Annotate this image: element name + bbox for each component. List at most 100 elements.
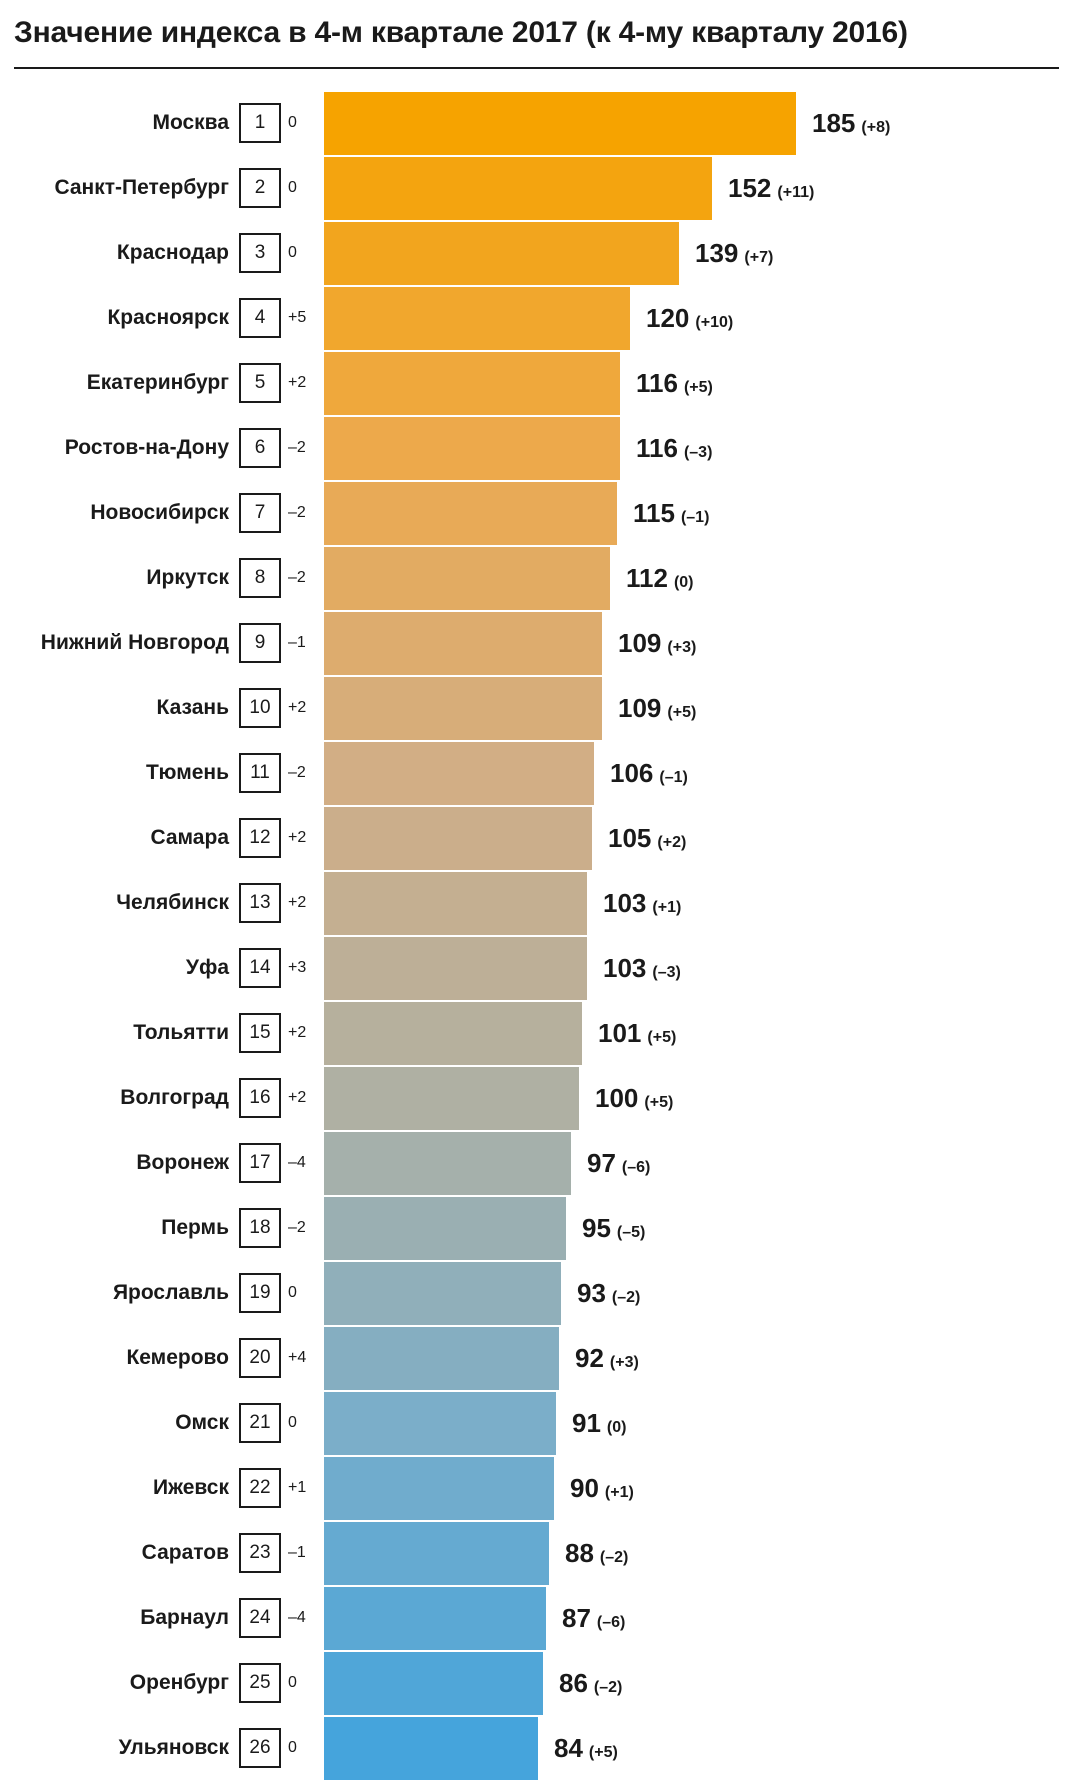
bar: [324, 1066, 579, 1130]
rank-change: +2: [288, 699, 307, 716]
bar: [324, 1586, 546, 1650]
city-label: Москва: [152, 111, 229, 134]
value-label: 103 (–3): [603, 953, 681, 984]
value: 109: [618, 692, 662, 723]
bar: [324, 611, 602, 675]
rank-change: +4: [288, 1349, 307, 1366]
chart-row: Нижний Новгород 9 –1 109 (+3): [14, 611, 1059, 676]
rank-box: 10: [239, 688, 281, 728]
bar-chart: Москва 1 0 185 (+8) Санкт-Петербург 2 0 …: [14, 91, 1059, 1781]
value-label: 100 (+5): [595, 1083, 673, 1114]
rank-box: 12: [239, 818, 281, 858]
bar: [324, 1001, 582, 1065]
city-label: Тольятти: [133, 1021, 229, 1044]
rank-box: 19: [239, 1273, 281, 1313]
rank-number: 4: [254, 307, 266, 328]
value-change: (–5): [616, 1223, 646, 1241]
bar: [324, 156, 712, 220]
chart-row: Омск 21 0 91 (0): [14, 1391, 1059, 1456]
value: 88: [565, 1537, 594, 1568]
bar-area: 101 (+5): [324, 1001, 1059, 1066]
rank-change: 0: [288, 114, 297, 131]
chart-row: Казань 10 +2 109 (+5): [14, 676, 1059, 741]
bar-area: 90 (+1): [324, 1456, 1059, 1521]
rank-box: 25: [239, 1663, 281, 1703]
chart-row: Челябинск 13 +2 103 (+1): [14, 871, 1059, 936]
value: 120: [646, 302, 690, 333]
value-change: (+10): [695, 313, 734, 331]
chart-row: Саратов 23 –1 88 (–2): [14, 1521, 1059, 1586]
bar-area: 87 (–6): [324, 1586, 1059, 1651]
value: 152: [728, 172, 772, 203]
value-change: (0): [673, 573, 694, 591]
rank-box: 26: [239, 1728, 281, 1768]
city-label: Саратов: [141, 1541, 229, 1564]
value-change: (0): [606, 1418, 627, 1436]
value-change: (–6): [621, 1158, 651, 1176]
bar: [324, 351, 620, 415]
rank-change: +5: [288, 309, 307, 326]
bar: [324, 1326, 559, 1390]
value-change: (–2): [599, 1548, 629, 1566]
rank-change: 0: [288, 179, 297, 196]
rank-change: –4: [288, 1609, 306, 1626]
rank-change: –2: [288, 439, 306, 456]
value-label: 112 (0): [626, 563, 694, 594]
rank-change: –1: [288, 1544, 306, 1561]
rank-number: 17: [249, 1152, 271, 1173]
bar-area: 139 (+7): [324, 221, 1059, 286]
rank-number: 13: [249, 892, 271, 913]
value: 93: [577, 1277, 606, 1308]
value: 185: [812, 107, 856, 138]
city-label: Екатеринбург: [86, 371, 229, 394]
rank-change: 0: [288, 244, 297, 261]
rank-box: 20: [239, 1338, 281, 1378]
rank-number: 19: [249, 1282, 271, 1303]
chart-row: Волгоград 16 +2 100 (+5): [14, 1066, 1059, 1131]
bar-area: 109 (+5): [324, 676, 1059, 741]
value-label: 139 (+7): [695, 238, 773, 269]
bar-area: 95 (–5): [324, 1196, 1059, 1261]
chart-row: Ульяновск 26 0 84 (+5): [14, 1716, 1059, 1781]
rank-box: 21: [239, 1403, 281, 1443]
rank-number: 25: [249, 1672, 271, 1693]
value-label: 95 (–5): [582, 1213, 645, 1244]
value-change: (+3): [609, 1353, 639, 1371]
rank-change: –1: [288, 634, 306, 651]
bar-area: 97 (–6): [324, 1131, 1059, 1196]
bar-area: 120 (+10): [324, 286, 1059, 351]
rank-box: 18: [239, 1208, 281, 1248]
bar: [324, 1456, 554, 1520]
rank-change: –2: [288, 1219, 306, 1236]
rank-box: 13: [239, 883, 281, 923]
rank-change: –2: [288, 569, 306, 586]
value: 103: [603, 887, 647, 918]
rank-change: +2: [288, 829, 307, 846]
rank-number: 1: [254, 112, 266, 133]
value: 100: [595, 1082, 639, 1113]
value-change: (–1): [659, 768, 688, 786]
value: 95: [582, 1212, 611, 1243]
city-label: Оренбург: [129, 1671, 229, 1694]
city-label: Ростов-на-Дону: [64, 436, 229, 459]
rank-change: –4: [288, 1154, 306, 1171]
chart-title: Значение индекса в 4-м квартале 2017 (к …: [14, 16, 908, 49]
value: 97: [587, 1147, 616, 1178]
city-label: Ульяновск: [118, 1736, 229, 1759]
rank-number: 10: [249, 697, 271, 718]
bar: [324, 1521, 549, 1585]
value-change: (–6): [596, 1613, 626, 1631]
value-change: (+5): [667, 703, 697, 721]
rank-number: 2: [254, 177, 266, 198]
bar: [324, 91, 796, 155]
chart-row: Москва 1 0 185 (+8): [14, 91, 1059, 156]
value-label: 86 (–2): [559, 1668, 622, 1699]
rank-number: 26: [249, 1737, 271, 1758]
value: 106: [610, 757, 654, 788]
bar-area: 152 (+11): [324, 156, 1059, 221]
city-label: Краснодар: [116, 241, 229, 264]
city-label: Уфа: [185, 956, 229, 979]
city-label: Воронеж: [136, 1151, 229, 1174]
chart-row: Ижевск 22 +1 90 (+1): [14, 1456, 1059, 1521]
value-label: 88 (–2): [565, 1538, 628, 1569]
